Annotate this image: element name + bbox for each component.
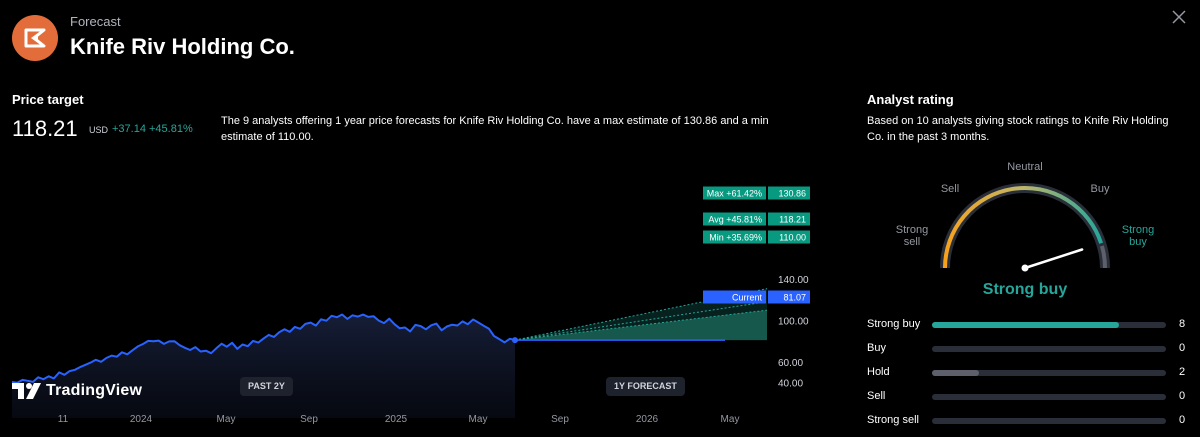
- rating-count: 8: [1179, 318, 1186, 330]
- tag-value-text: 81.07: [783, 293, 806, 303]
- rating-result: Strong buy: [982, 281, 1068, 298]
- gauge-label-strong-buy: Strong buy: [1121, 224, 1155, 248]
- tag-label-text: Current: [732, 293, 763, 303]
- gauge-label-neutral: Neutral: [1007, 161, 1043, 173]
- target-tag-current: Current 81.07: [703, 290, 810, 304]
- target-tag-min: Min +35.69% 110.00: [703, 230, 810, 244]
- current-price-point: [512, 337, 518, 344]
- rating-name: Strong buy: [867, 318, 921, 330]
- rating-count: 0: [1179, 342, 1186, 354]
- x-tick-label: Sep: [551, 414, 569, 425]
- tradingview-logo-icon: [12, 383, 41, 399]
- gauge-label-sell: Sell: [940, 183, 960, 195]
- price-target-change: +37.14 +45.81%: [112, 123, 193, 135]
- tradingview-wordmark: TradingView: [46, 382, 143, 399]
- rating-bar-track: [932, 322, 1166, 328]
- x-tick-label: Sep: [300, 414, 318, 425]
- rating-count: 0: [1179, 390, 1186, 402]
- x-tick-label: May: [469, 414, 488, 425]
- tag-value-text: 130.86: [778, 189, 806, 199]
- company-logo: [12, 15, 58, 61]
- x-tick-label: 2025: [385, 414, 408, 425]
- price-history-line: [11, 313, 516, 384]
- company-title: Knife Riv Holding Co.: [70, 34, 295, 59]
- rating-bar-track: [932, 346, 1166, 352]
- rating-count: 0: [1179, 414, 1186, 426]
- y-tick-label: 100.00: [778, 317, 809, 328]
- tag-label-bg: [703, 290, 766, 304]
- rating-name: Buy: [867, 342, 886, 354]
- price-target-heading: Price target: [12, 92, 84, 107]
- tag-value-bg: [768, 230, 810, 244]
- tag-label-bg: [703, 212, 766, 226]
- x-tick-label: May: [721, 414, 740, 425]
- gauge-end-cap: [1099, 245, 1108, 269]
- tag-label-bg: [703, 186, 766, 200]
- forecast-avg-line: [514, 301, 768, 341]
- rating-name: Sell: [867, 390, 886, 402]
- gauge-label-buy: Buy: [1090, 183, 1110, 195]
- history-area: [12, 314, 515, 418]
- close-icon[interactable]: [1168, 6, 1190, 28]
- x-tick-label: May: [217, 414, 236, 425]
- rating-row-strong-buy: Strong buy 8: [867, 318, 1187, 332]
- price-target-currency: USD: [89, 125, 109, 135]
- tag-value-bg: [768, 290, 810, 304]
- rating-row-buy: Buy 0: [867, 342, 1187, 356]
- y-tick-label: 40.00: [778, 379, 803, 390]
- past-period-pill[interactable]: PAST 2Y: [240, 377, 293, 396]
- tag-value-text: 110.00: [779, 233, 806, 243]
- rating-row-sell: Sell 0: [867, 390, 1187, 404]
- analyst-rating-heading: Analyst rating: [867, 92, 954, 107]
- x-tick-label: 2026: [636, 414, 659, 425]
- rating-name: Hold: [867, 366, 890, 378]
- price-target-value: 118.21: [12, 116, 78, 141]
- gauge-hub: [1021, 264, 1029, 272]
- price-target-description: The 9 analysts offering 1 year price for…: [221, 115, 769, 143]
- rating-count: 2: [1179, 366, 1186, 378]
- gauge-needle: [1023, 248, 1084, 270]
- gauge-track: [940, 183, 1110, 269]
- tag-value-text: 118.21: [779, 215, 806, 225]
- tag-value-bg: [768, 186, 810, 200]
- price-forecast-chart[interactable]: 140.00 100.00 60.00 40.00 11 2024 May Sep 2025 M…: [0, 160, 850, 437]
- tag-label-text: Max +61.42%: [707, 189, 762, 199]
- y-tick-label: 60.00: [778, 358, 803, 369]
- gauge-arc: [943, 185, 1104, 269]
- gauge-label-strong-sell: Strong sell: [895, 224, 929, 248]
- rating-row-strong-sell: Strong sell 0: [867, 414, 1187, 428]
- forecast-subtitle: Forecast: [70, 14, 121, 29]
- rating-bar-fill: [932, 322, 1120, 328]
- rating-row-hold: Hold 2: [867, 366, 1187, 380]
- y-tick-label: 140.00: [778, 275, 809, 286]
- tag-value-bg: [768, 212, 810, 226]
- rating-bar-fill: [932, 370, 979, 376]
- rating-bar-track: [932, 418, 1166, 424]
- forecast-period-pill[interactable]: 1Y FORECAST: [606, 377, 685, 396]
- tag-label-bg: [703, 230, 766, 244]
- rating-bar-track: [932, 370, 1166, 376]
- x-tick-label: 2024: [130, 414, 153, 425]
- tag-label-text: Avg +45.81%: [708, 215, 762, 225]
- analyst-rating-description: Based on 10 analysts giving stock rating…: [867, 115, 1169, 143]
- x-tick-label: 11: [58, 414, 69, 425]
- forecast-max-line: [514, 288, 768, 341]
- target-tag-avg: Avg +45.81% 118.21: [703, 212, 810, 226]
- target-tag-max: Max +61.42% 130.86: [703, 186, 810, 200]
- rating-bar-track: [932, 394, 1166, 400]
- knife-river-logo-icon: [24, 28, 46, 48]
- rating-gauge: [940, 183, 1110, 272]
- rating-name: Strong sell: [867, 414, 919, 426]
- tag-label-text: Min +35.69%: [709, 233, 762, 243]
